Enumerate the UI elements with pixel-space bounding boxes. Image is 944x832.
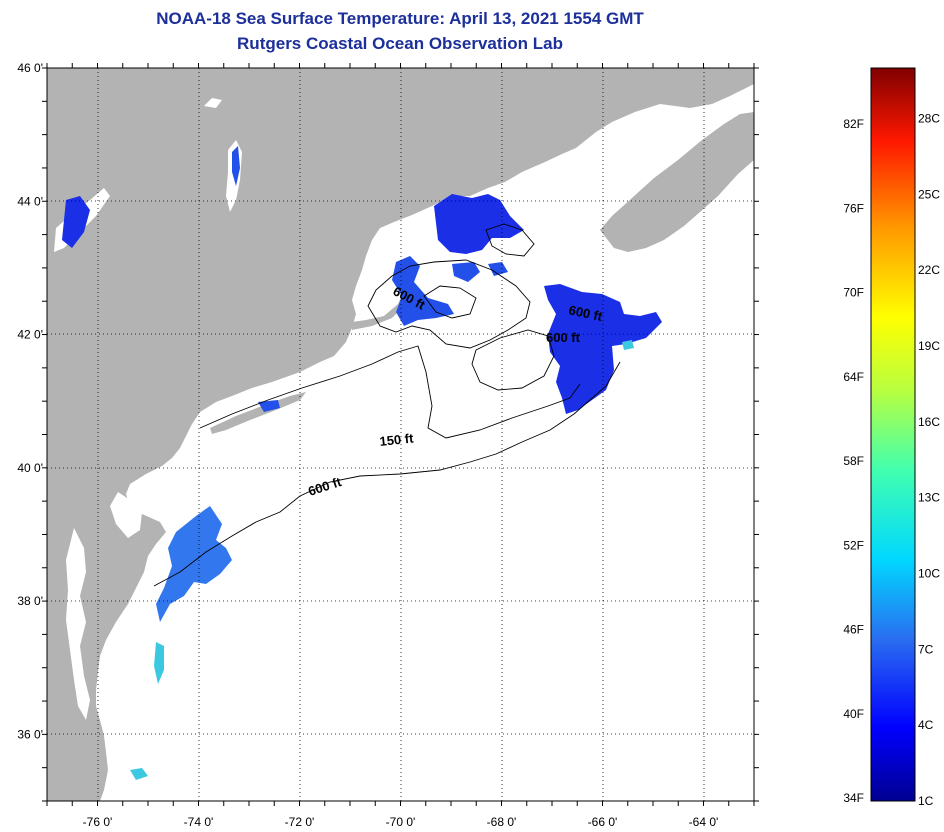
map-title: NOAA-18 Sea Surface Temperature: April 1…: [156, 9, 644, 28]
colorbar-c-label: 19C: [918, 339, 940, 353]
colorbar-f-label: 52F: [843, 538, 864, 552]
contour-georges-bank: [471, 329, 555, 391]
sst-patch-long-island: [258, 400, 280, 412]
sst-patch-hatteras: [130, 768, 148, 780]
colorbar-c-label: 4C: [918, 718, 934, 732]
colorbar-f-label: 82F: [843, 117, 864, 131]
contour-label-gulf-600-b: 600 ft: [546, 330, 581, 345]
lon-tick-label: -70 0': [386, 815, 416, 829]
colorbar-c-label: 7C: [918, 642, 934, 656]
colorbar-c-label: 25C: [918, 187, 940, 201]
sst-patch-georges-edge: [622, 340, 634, 350]
lon-tick-label: -64 0': [689, 815, 719, 829]
contour-gulf-inner: [423, 285, 477, 319]
colorbar-c-label: 22C: [918, 263, 940, 277]
longitude-labels: -76 0' -74 0' -72 0' -70 0' -68 0' -66 0' -64 …: [83, 815, 719, 829]
lat-tick-label: 38 0': [17, 594, 43, 608]
contour-150ft: [199, 345, 581, 439]
colorbar: [870, 67, 916, 802]
sst-patch-gulf-mid: [452, 262, 480, 282]
lat-tick-label: 46 0': [17, 61, 43, 75]
sst-patch-gulf-small: [488, 262, 508, 276]
colorbar-c-label: 16C: [918, 415, 940, 429]
lon-tick-label: -66 0': [588, 815, 618, 829]
colorbar-f-label: 70F: [843, 286, 864, 300]
land-long-island: [210, 392, 306, 434]
colorbar-c-label: 28C: [918, 112, 940, 126]
sst-patch-lake: [62, 196, 90, 248]
lat-tick-label: 44 0': [17, 194, 43, 208]
land-mainland: [47, 68, 754, 801]
colorbar-labels: 82F 76F 70F 64F 58F 52F 46F 40F 34F 28C 25C 22C 19C 1…: [843, 112, 940, 808]
lon-tick-label: -76 0': [83, 815, 113, 829]
sst-patch-nj-shelf: [156, 506, 232, 622]
colorbar-f-label: 64F: [843, 370, 864, 384]
contour-gulf-basin: [367, 259, 531, 349]
chesapeake-bay: [66, 528, 90, 720]
colorbar-f-label: 40F: [843, 707, 864, 721]
colorbar-f-label: 34F: [843, 791, 864, 805]
sst-patch-delmarva: [154, 642, 164, 684]
colorbar-c-label: 1C: [918, 794, 934, 808]
land-cape-cod: [352, 290, 410, 330]
delaware-bay: [110, 492, 142, 538]
colorbar-f-label: 76F: [843, 201, 864, 215]
lat-tick-label: 36 0': [17, 727, 43, 741]
contour-jordan-basin: [485, 223, 535, 257]
colorbar-c-label: 13C: [918, 491, 940, 505]
map-subtitle: Rutgers Coastal Ocean Observation Lab: [237, 34, 563, 53]
lon-tick-label: -68 0': [487, 815, 517, 829]
latitude-labels: 36 0' 38 0' 40 0' 42 0' 44 0' 46 0': [17, 61, 43, 741]
contour-600ft-shelf: [153, 361, 621, 587]
sst-patch-maine-coast: [434, 194, 524, 254]
colorbar-f-label: 46F: [843, 623, 864, 637]
lat-tick-label: 42 0': [17, 328, 43, 342]
lat-tick-label: 40 0': [17, 461, 43, 475]
contour-label-150ft: 150 ft: [379, 430, 415, 449]
lon-tick-label: -72 0': [285, 815, 315, 829]
colorbar-f-label: 58F: [843, 454, 864, 468]
sst-patch-gulf-west: [392, 256, 454, 326]
minor-ticks: [42, 63, 759, 806]
bathymetry-contours: [153, 223, 621, 587]
land-nova-scotia: [600, 112, 754, 252]
lon-tick-label: -74 0': [184, 815, 214, 829]
colorbar-c-label: 10C: [918, 567, 940, 581]
sst-patch-champlain: [232, 146, 240, 186]
contour-label-gulf-600-a: 600 ft: [567, 302, 604, 324]
lake-north: [204, 98, 222, 108]
